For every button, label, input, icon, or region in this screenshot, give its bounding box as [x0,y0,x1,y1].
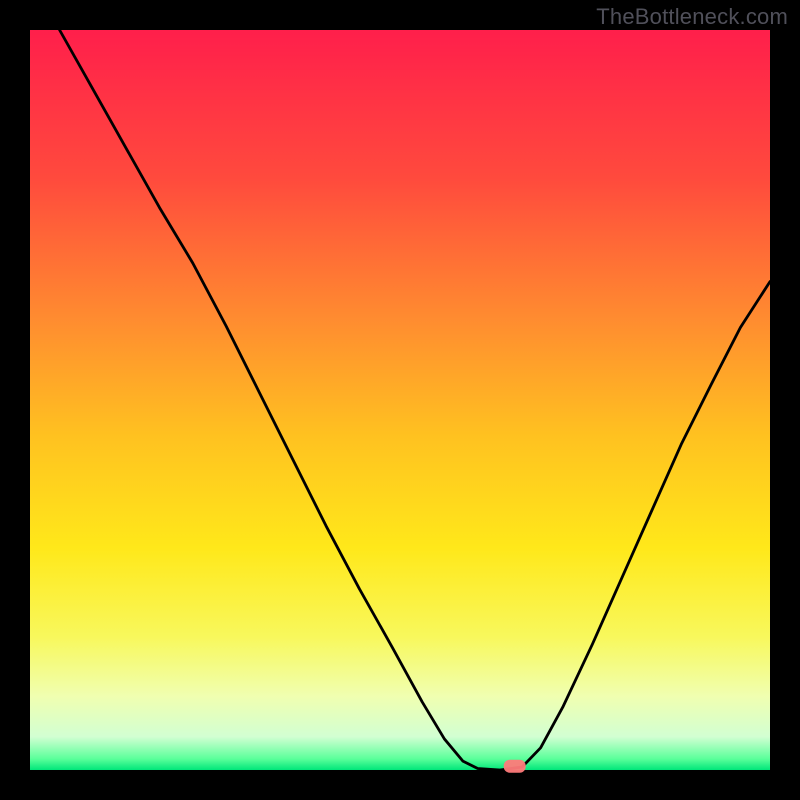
watermark-label: TheBottleneck.com [596,4,788,30]
optimal-marker [504,760,526,773]
chart-container: TheBottleneck.com [0,0,800,800]
bottleneck-chart [0,0,800,800]
